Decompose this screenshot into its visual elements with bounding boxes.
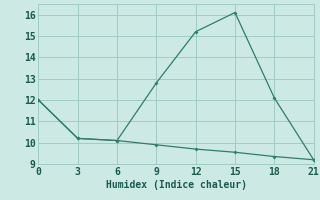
X-axis label: Humidex (Indice chaleur): Humidex (Indice chaleur) <box>106 180 246 190</box>
